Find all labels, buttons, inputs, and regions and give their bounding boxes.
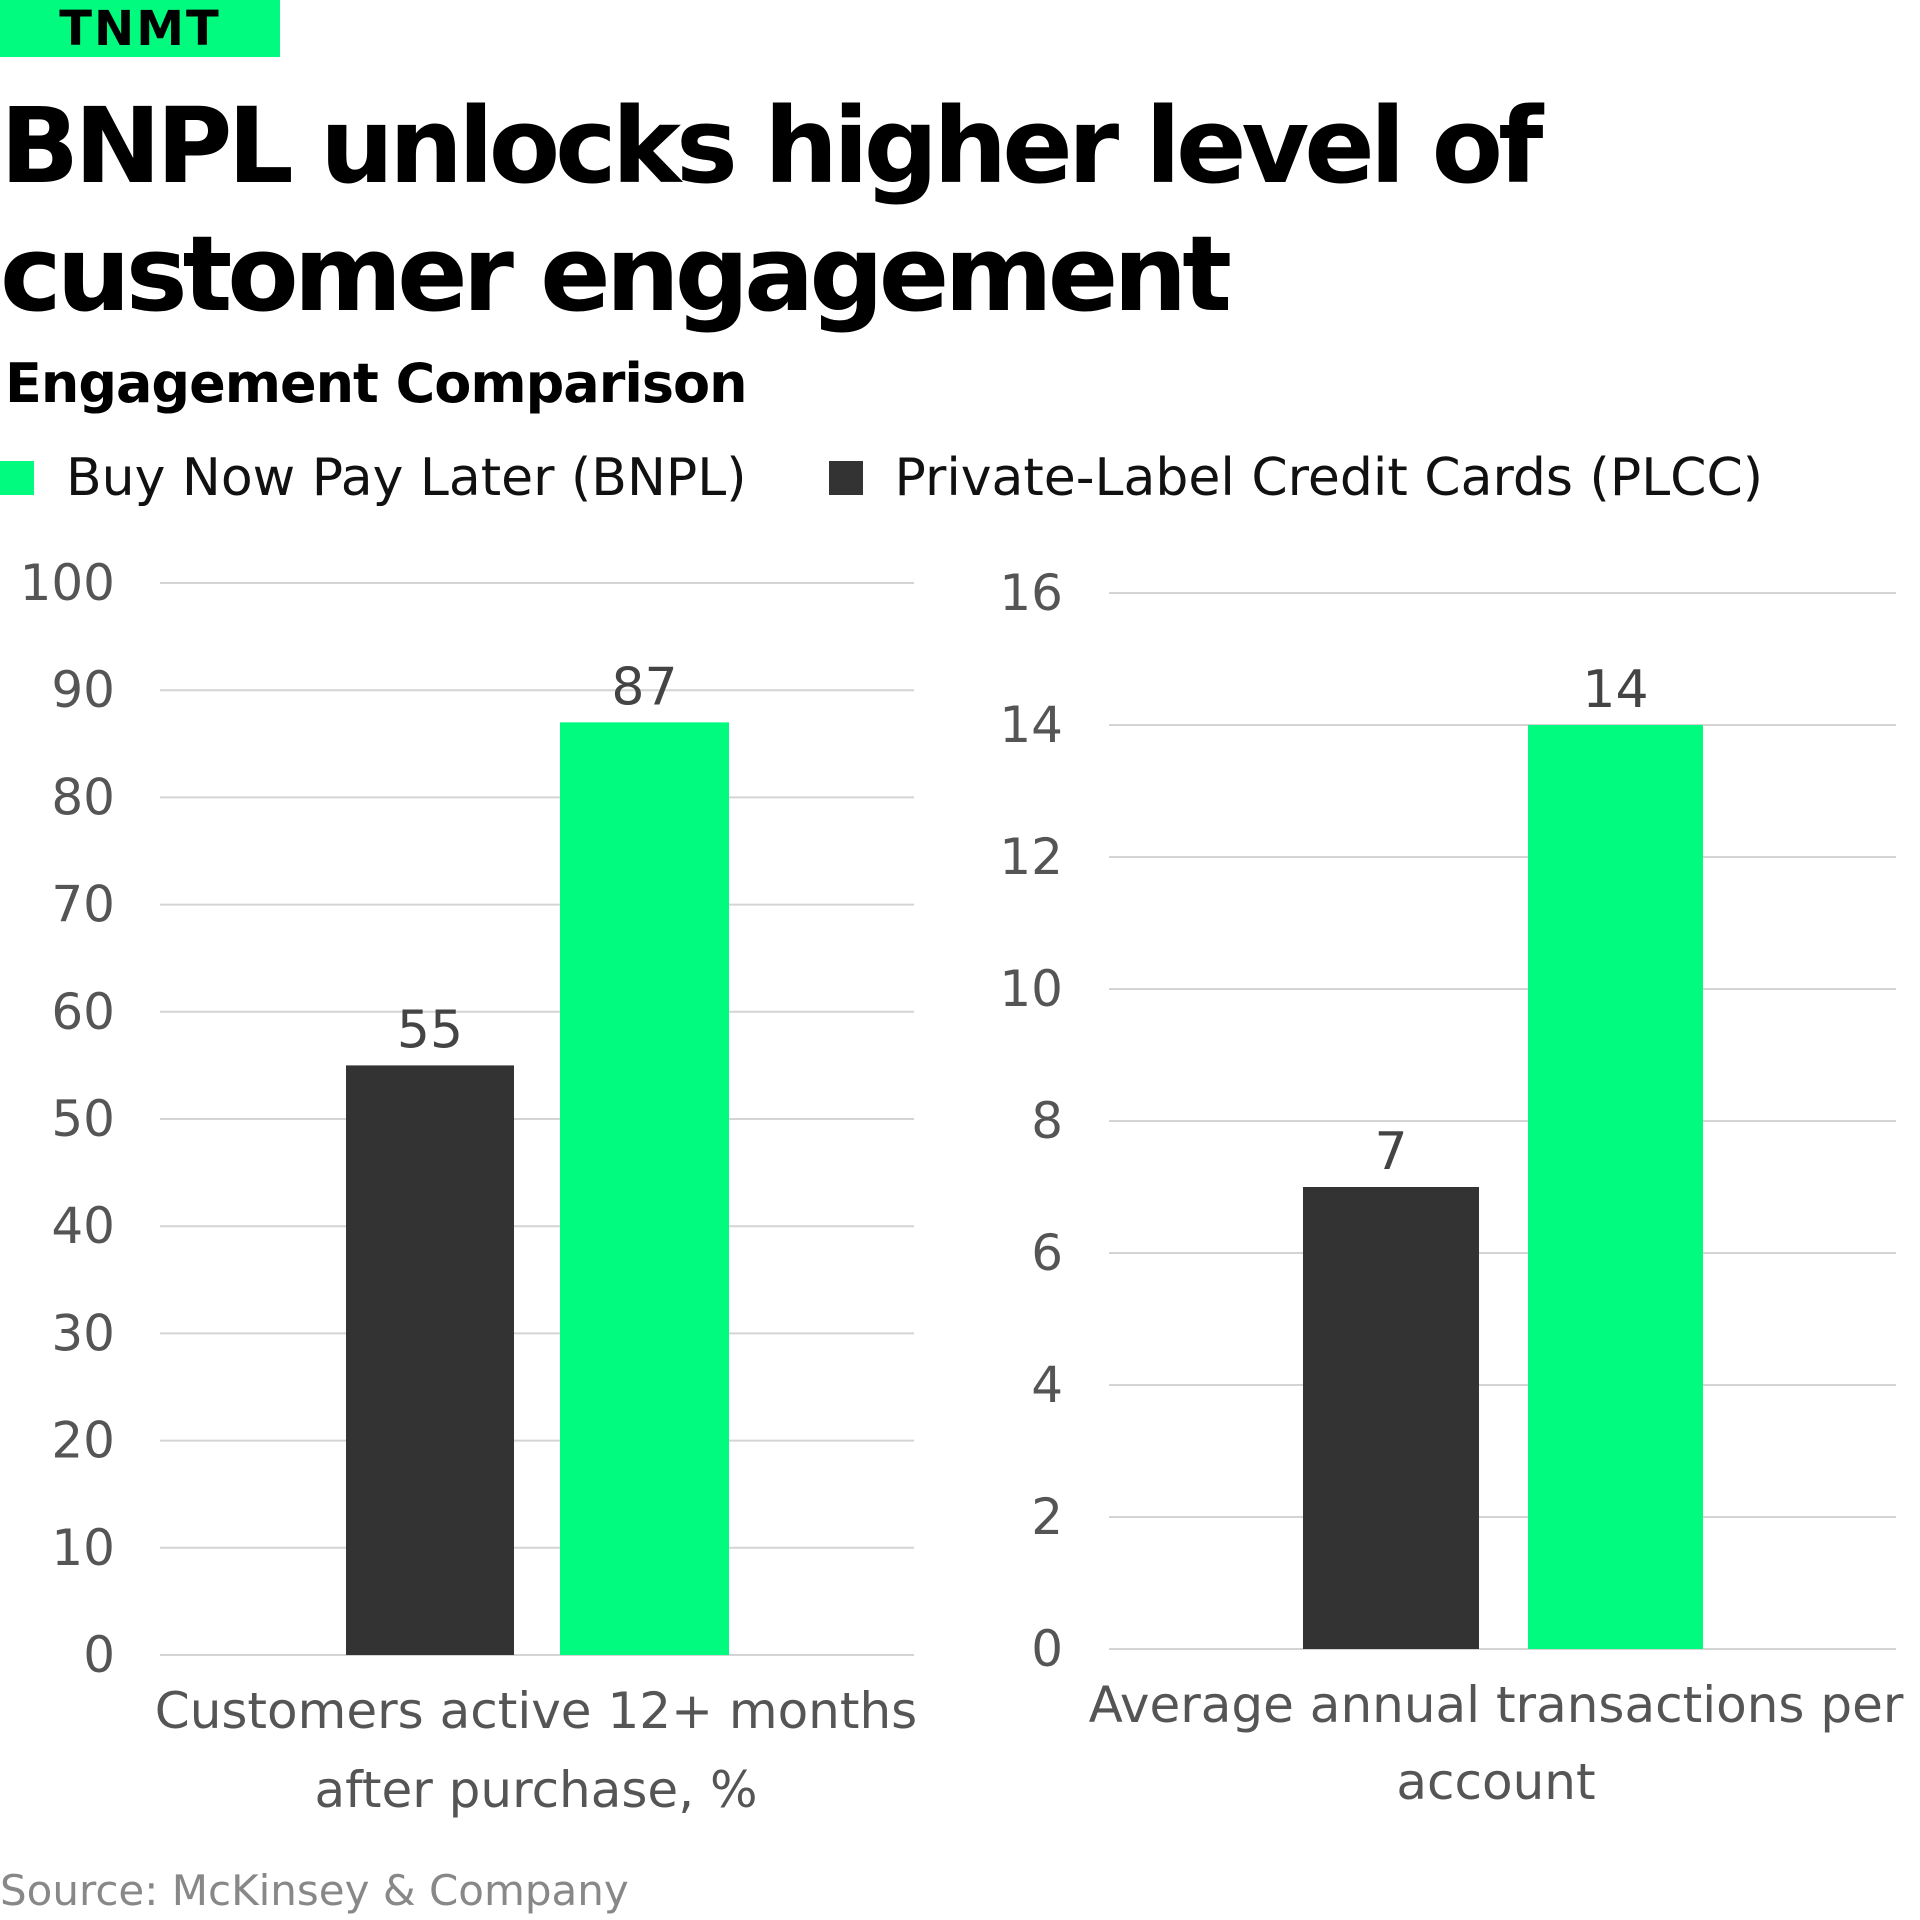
chart2-ytick-label: 8: [1031, 1092, 1063, 1150]
chart2-ytick-label: 16: [999, 564, 1063, 622]
source-note: Source: McKinsey & Company: [0, 1866, 629, 1915]
chart-subtitle: Engagement Comparison: [5, 352, 748, 415]
chart2-ytick-label: 4: [1031, 1356, 1063, 1414]
chart2-ytick-label: 2: [1031, 1488, 1063, 1546]
chart1-ytick-label: 60: [51, 983, 115, 1041]
chart2-category-label: Average annual transactions per: [1089, 1676, 1904, 1734]
chart1-category-label: after purchase, %: [315, 1761, 758, 1819]
chart2-ytick-label: 6: [1031, 1224, 1063, 1282]
chart1-ytick-label: 0: [83, 1626, 115, 1684]
chart1-ytick-label: 10: [51, 1519, 115, 1577]
brand-logo: TNMT: [0, 0, 280, 57]
chart2-ytick-label: 10: [999, 960, 1063, 1018]
chart2-category-label: account: [1396, 1753, 1595, 1811]
logo-text: TNMT: [59, 0, 221, 57]
chart2-bar-plcc: [1303, 1187, 1479, 1649]
chart1-ytick-label: 100: [20, 554, 115, 612]
chart1-data-label-bnpl: 87: [611, 657, 677, 717]
chart1-ytick-label: 30: [51, 1304, 115, 1362]
chart1-bar-bnpl: [560, 722, 729, 1655]
chart1-ytick-label: 90: [51, 661, 115, 719]
legend-label-bnpl: Buy Now Pay Later (BNPL): [66, 448, 747, 508]
chart2-bar-bnpl: [1528, 725, 1703, 1649]
legend-item-bnpl: Buy Now Pay Later (BNPL): [0, 448, 747, 508]
chart2-data-label-bnpl: 14: [1582, 660, 1648, 720]
legend: Buy Now Pay Later (BNPL) Private-Label C…: [0, 448, 1845, 508]
chart1-bar-plcc: [346, 1065, 514, 1655]
chart1-ytick-label: 40: [51, 1197, 115, 1255]
chart2-ytick-label: 12: [999, 828, 1063, 886]
legend-label-plcc: Private-Label Credit Cards (PLCC): [894, 448, 1764, 508]
chart1-ytick-label: 50: [51, 1090, 115, 1148]
legend-item-plcc: Private-Label Credit Cards (PLCC): [828, 448, 1764, 508]
chart1-category-label: Customers active 12+ months: [155, 1682, 917, 1740]
chart1-ytick-label: 70: [51, 876, 115, 934]
legend-swatch-plcc: [828, 461, 863, 495]
chart-title: BNPL unlocks higher level of customer en…: [0, 85, 1543, 335]
chart1-ytick-label: 80: [51, 768, 115, 826]
chart1-data-label-plcc: 55: [397, 1000, 463, 1060]
chart2-ytick-label: 14: [999, 696, 1063, 754]
chart1-ytick-label: 20: [51, 1412, 115, 1470]
legend-swatch-bnpl: [0, 461, 34, 495]
chart2-ytick-label: 0: [1031, 1620, 1063, 1678]
chart2-data-label-plcc: 7: [1374, 1122, 1407, 1182]
